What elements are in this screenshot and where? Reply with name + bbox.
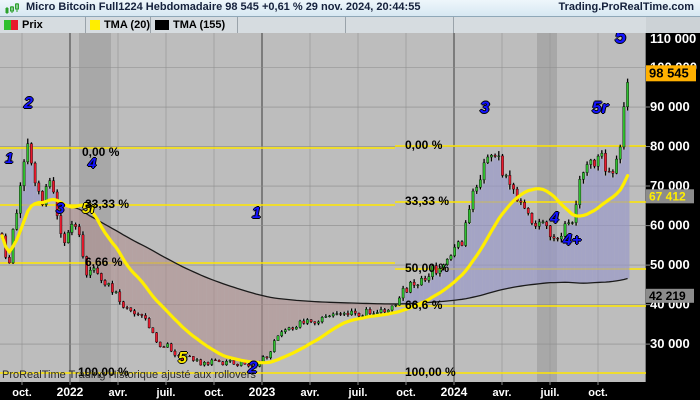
svg-text:110 000: 110 000 [650,33,696,46]
svg-text:oct.: oct. [204,387,224,399]
svg-text:avr.: avr. [301,387,320,399]
svg-text:avr.: avr. [493,387,512,399]
svg-text:98 545: 98 545 [649,65,689,80]
svg-text:2022: 2022 [57,385,84,399]
svg-text:juil.: juil. [348,387,368,399]
svg-text:oct.: oct. [588,387,608,399]
svg-text:90 000: 90 000 [650,99,690,114]
svg-text:80 000: 80 000 [650,139,690,154]
svg-text:2023: 2023 [249,385,276,399]
svg-text:juil.: juil. [156,387,176,399]
svg-text:oct.: oct. [12,387,32,399]
svg-text:60 000: 60 000 [650,218,690,233]
svg-text:67 412: 67 412 [649,189,686,203]
svg-text:2024: 2024 [441,385,468,399]
svg-text:30 000: 30 000 [650,336,690,351]
svg-text:50 000: 50 000 [650,257,690,272]
svg-text:42 219: 42 219 [649,289,686,303]
svg-text:juil.: juil. [540,387,560,399]
svg-text:avr.: avr. [109,387,128,399]
svg-text:oct.: oct. [396,387,416,399]
